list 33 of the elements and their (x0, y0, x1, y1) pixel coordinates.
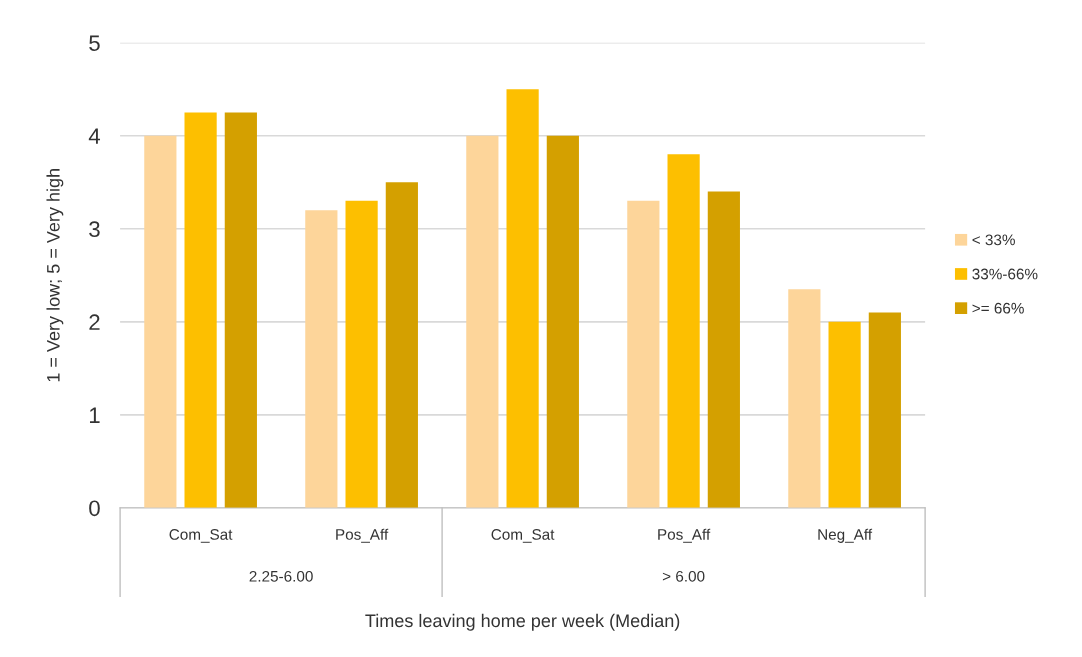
legend-label: 33%-66% (972, 268, 1038, 280)
y-tick-label: 3 (89, 221, 100, 238)
text: 2.25-6.00 (249, 570, 313, 582)
x-tick-label: Com_Sat (169, 529, 233, 543)
y-tick-label: 2 (89, 314, 100, 330)
y-tick-label: 4 (88, 128, 101, 144)
legend-label: >= 66% (972, 302, 1024, 314)
bar (466, 135, 499, 508)
bar (788, 289, 821, 508)
bar (627, 200, 660, 508)
y-tick-label: 5 (89, 35, 100, 51)
bar (345, 200, 378, 508)
x-tick-label: Neg_Aff (818, 528, 873, 543)
bar (667, 154, 700, 508)
bar (184, 112, 217, 508)
x-axis-title: Times leaving home per week (Median) (365, 613, 680, 631)
bar (385, 182, 418, 508)
y-axis-title: 1 = Very low; 5 = Very high (46, 169, 64, 382)
bar (828, 321, 861, 508)
bar (305, 210, 338, 508)
legend-label: < 33% (972, 234, 1015, 246)
bar (506, 89, 539, 508)
x-tick-label: Com_Sat (491, 529, 555, 543)
y-tick-label: 0 (89, 500, 100, 517)
text: > 6.00 (662, 570, 705, 582)
bar (224, 112, 257, 508)
x-tick-label: Pos_Aff (658, 528, 711, 543)
bar (707, 191, 740, 508)
bar (868, 312, 901, 508)
bar (546, 135, 579, 508)
y-tick-label: 1 (89, 407, 100, 423)
x-tick-label: Pos_Aff (336, 528, 389, 543)
bar (144, 135, 177, 508)
